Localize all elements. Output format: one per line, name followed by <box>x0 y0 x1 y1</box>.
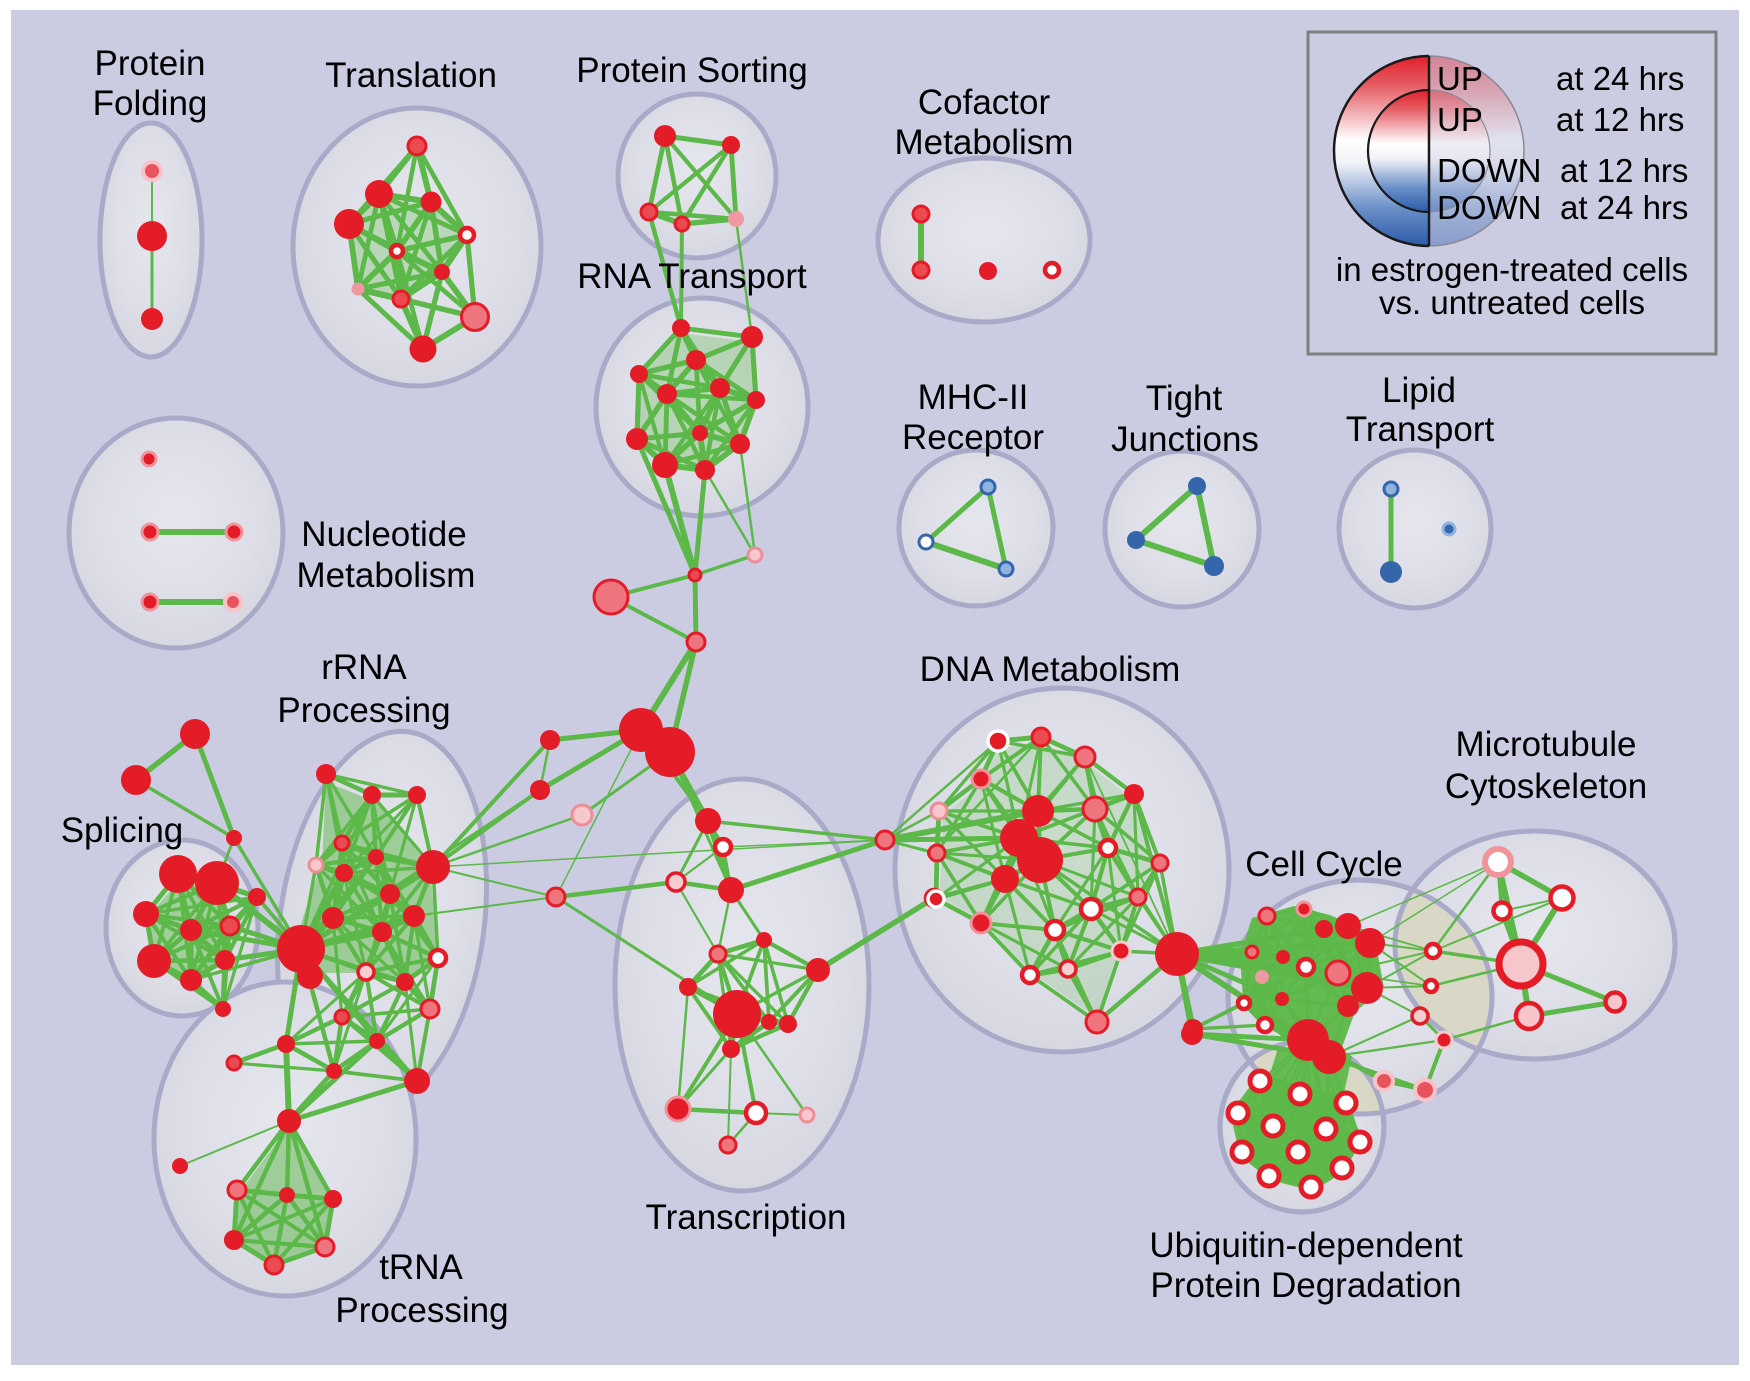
svg-text:DOWN: DOWN <box>1437 189 1541 226</box>
svg-text:at 24 hrs: at 24 hrs <box>1560 189 1688 226</box>
svg-text:at 12 hrs: at 12 hrs <box>1560 152 1688 189</box>
svg-text:UP: UP <box>1437 60 1483 97</box>
svg-text:Folding: Folding <box>93 84 208 123</box>
svg-text:Cofactor: Cofactor <box>918 83 1051 122</box>
svg-text:tRNA: tRNA <box>379 1248 463 1287</box>
svg-text:Receptor: Receptor <box>902 418 1044 457</box>
svg-text:Translation: Translation <box>325 56 497 95</box>
svg-text:Microtubule: Microtubule <box>1456 725 1637 764</box>
svg-text:vs. untreated cells: vs. untreated cells <box>1379 284 1645 321</box>
svg-text:Protein: Protein <box>95 44 206 83</box>
svg-text:Cell Cycle: Cell Cycle <box>1245 845 1403 884</box>
svg-text:Processing: Processing <box>277 691 450 730</box>
svg-text:Metabolism: Metabolism <box>895 123 1074 162</box>
svg-text:in estrogen-treated cells: in estrogen-treated cells <box>1336 251 1688 288</box>
svg-text:Transcription: Transcription <box>646 1198 847 1237</box>
svg-text:DNA Metabolism: DNA Metabolism <box>920 650 1181 689</box>
svg-text:Splicing: Splicing <box>61 811 184 850</box>
svg-text:Protein Degradation: Protein Degradation <box>1150 1266 1461 1305</box>
svg-text:at 12 hrs: at 12 hrs <box>1556 101 1684 138</box>
svg-text:DOWN: DOWN <box>1437 152 1541 189</box>
svg-text:Protein Sorting: Protein Sorting <box>576 51 808 90</box>
svg-text:Metabolism: Metabolism <box>297 556 476 595</box>
svg-text:Processing: Processing <box>335 1291 508 1330</box>
svg-text:Transport: Transport <box>1346 410 1495 449</box>
svg-text:RNA Transport: RNA Transport <box>577 257 807 296</box>
svg-text:Cytoskeleton: Cytoskeleton <box>1445 767 1647 806</box>
svg-text:UP: UP <box>1437 101 1483 138</box>
svg-text:MHC-II: MHC-II <box>918 378 1029 417</box>
svg-text:Junctions: Junctions <box>1111 420 1259 459</box>
svg-text:rRNA: rRNA <box>321 648 407 687</box>
svg-text:Lipid: Lipid <box>1382 371 1456 410</box>
svg-text:Tight: Tight <box>1146 379 1223 418</box>
svg-text:Ubiquitin-dependent: Ubiquitin-dependent <box>1149 1226 1463 1265</box>
svg-text:Nucleotide: Nucleotide <box>301 515 466 554</box>
svg-text:at 24 hrs: at 24 hrs <box>1556 60 1684 97</box>
